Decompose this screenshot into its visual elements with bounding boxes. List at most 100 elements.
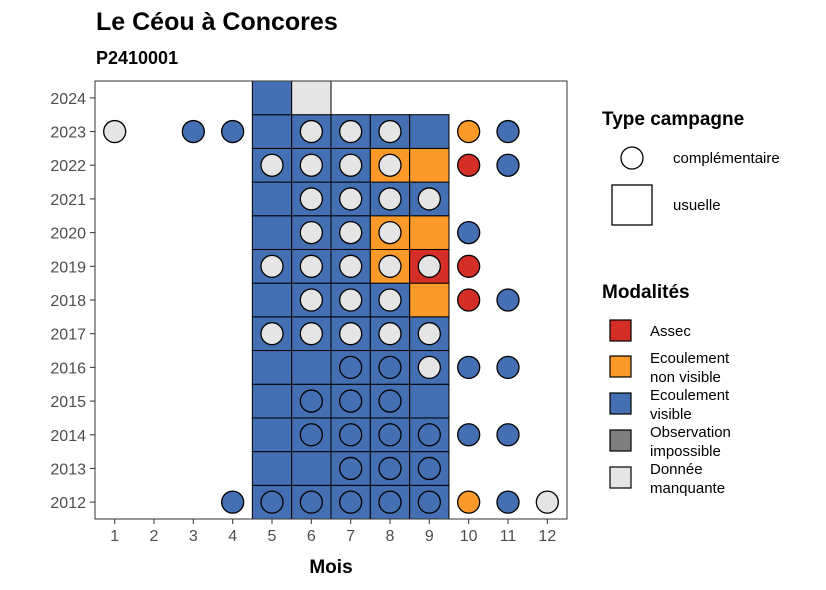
point-2015-8 bbox=[378, 389, 402, 413]
point-2014-6 bbox=[299, 423, 323, 447]
tile-2022-9 bbox=[409, 147, 450, 183]
point-2015-6 bbox=[299, 389, 323, 413]
point-2022-7 bbox=[339, 153, 363, 177]
y-tick-label: 2018 bbox=[50, 293, 86, 310]
point-2014-7 bbox=[339, 423, 363, 447]
legend-swatch bbox=[609, 355, 632, 378]
point-2023-1 bbox=[103, 119, 127, 144]
chart-subtitle: P2410001 bbox=[96, 48, 178, 68]
points-layer bbox=[103, 119, 559, 514]
y-tick-label: 2022 bbox=[50, 158, 86, 175]
point-2014-11 bbox=[496, 423, 520, 447]
point-2018-6 bbox=[299, 288, 323, 312]
x-tick-label: 7 bbox=[346, 528, 355, 545]
legend-modalite-label: visible bbox=[650, 406, 692, 423]
x-tick-label: 10 bbox=[460, 528, 478, 545]
point-2019-8 bbox=[378, 254, 402, 278]
point-2013-7 bbox=[339, 456, 363, 481]
point-2016-8 bbox=[378, 355, 402, 380]
point-2022-11 bbox=[496, 153, 520, 177]
tile-2013-5 bbox=[251, 451, 293, 486]
y-tick-label: 2024 bbox=[50, 91, 86, 108]
y-tick-label: 2021 bbox=[50, 192, 86, 209]
point-2012-7 bbox=[339, 490, 363, 514]
point-2022-5 bbox=[260, 153, 284, 177]
tile-2018-9 bbox=[409, 282, 450, 318]
x-tick-label: 4 bbox=[228, 528, 237, 545]
point-2020-6 bbox=[299, 220, 323, 245]
tile-2015-9 bbox=[409, 383, 450, 419]
tile-2020-5 bbox=[251, 215, 293, 250]
point-2023-3 bbox=[181, 119, 205, 144]
legend-modalite-label: non visible bbox=[650, 369, 721, 386]
y-tick-label: 2015 bbox=[50, 394, 86, 411]
x-tick-label: 2 bbox=[150, 528, 159, 545]
point-2016-11 bbox=[496, 355, 520, 380]
point-2019-5 bbox=[260, 254, 284, 278]
point-2018-11 bbox=[496, 288, 520, 312]
point-2012-11 bbox=[496, 490, 520, 514]
legend-modalite-label: Ecoulement bbox=[650, 350, 730, 367]
point-2012-4 bbox=[221, 490, 245, 514]
x-tick-label: 9 bbox=[425, 528, 434, 545]
x-tick-label: 8 bbox=[386, 528, 395, 545]
y-tick-label: 2016 bbox=[50, 360, 86, 377]
legend-circle-icon bbox=[620, 146, 644, 170]
point-2021-8 bbox=[378, 187, 402, 211]
x-tick-label: 12 bbox=[538, 528, 556, 545]
tile-2016-5 bbox=[251, 350, 293, 385]
point-2018-10 bbox=[457, 288, 481, 312]
tile-2016-6 bbox=[291, 350, 332, 385]
point-2014-10 bbox=[457, 423, 481, 447]
point-2023-8 bbox=[378, 119, 402, 144]
point-2012-9 bbox=[417, 490, 441, 514]
point-2012-10 bbox=[457, 490, 481, 514]
point-2016-10 bbox=[457, 355, 481, 380]
point-2022-10 bbox=[457, 153, 481, 177]
legend-type-campagne: Type campagne complémentaire usuelle bbox=[602, 109, 780, 226]
tile-2023-5 bbox=[251, 114, 293, 149]
legend-swatch bbox=[609, 429, 632, 452]
point-2017-6 bbox=[299, 322, 323, 346]
point-2017-8 bbox=[378, 322, 402, 346]
legend-type-label: complémentaire bbox=[673, 150, 780, 167]
legend-modalite-label: Ecoulement bbox=[650, 387, 730, 404]
tile-2024-5 bbox=[251, 80, 293, 116]
legend-modalite-label: Donnée bbox=[650, 461, 703, 478]
x-tick-label: 3 bbox=[189, 528, 198, 545]
x-tick-label: 11 bbox=[500, 528, 517, 545]
point-2023-11 bbox=[496, 119, 520, 144]
legend-modalite-label: Observation bbox=[650, 424, 731, 441]
legend-swatch bbox=[609, 392, 632, 415]
point-2016-7 bbox=[339, 355, 363, 380]
point-2014-8 bbox=[378, 423, 402, 447]
point-2020-10 bbox=[457, 220, 481, 245]
tile-2024-6 bbox=[291, 80, 332, 116]
legend-type-label: usuelle bbox=[673, 197, 721, 214]
y-axis: 2012 2013 2014 2015 2016 2017 2018 2019 2020 2021… bbox=[50, 91, 95, 512]
point-2013-8 bbox=[378, 456, 402, 481]
y-tick-label: 2020 bbox=[50, 226, 86, 243]
y-tick-label: 2013 bbox=[50, 461, 86, 478]
point-2022-8 bbox=[378, 153, 402, 177]
y-tick-label: 2017 bbox=[50, 327, 86, 344]
legend-modalites-title: Modalités bbox=[602, 282, 690, 303]
legend-modalite-label: Assec bbox=[650, 323, 691, 340]
tile-2018-5 bbox=[251, 282, 293, 318]
tile-2014-5 bbox=[251, 417, 293, 453]
point-2012-12 bbox=[535, 490, 559, 514]
point-2023-4 bbox=[221, 119, 245, 144]
point-2017-7 bbox=[339, 322, 363, 346]
legend-square-icon bbox=[611, 184, 653, 226]
legend-modalite-label: manquante bbox=[650, 480, 725, 497]
point-2019-9 bbox=[417, 254, 441, 278]
y-tick-label: 2023 bbox=[50, 125, 86, 142]
point-2017-9 bbox=[417, 322, 441, 346]
x-axis: 1 2 3 4 5 6 7 8 9 10 11 12 bbox=[110, 519, 556, 545]
tile-2020-9 bbox=[409, 215, 450, 250]
x-tick-label: 1 bbox=[110, 528, 119, 545]
point-2012-5 bbox=[260, 490, 284, 514]
point-2013-9 bbox=[417, 456, 441, 481]
y-tick-label: 2019 bbox=[50, 259, 86, 276]
